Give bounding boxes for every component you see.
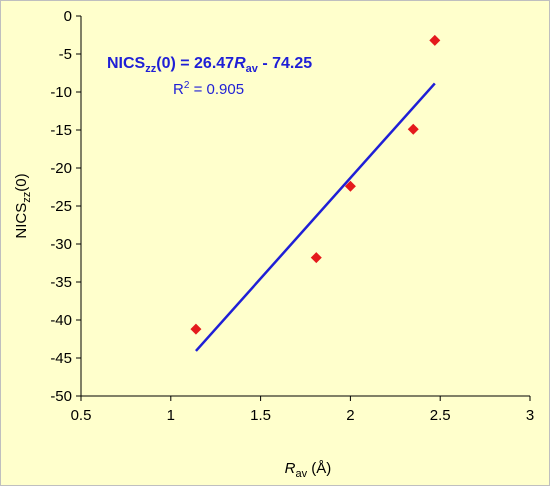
x-tick-label: 0.5 [71,407,92,424]
x-axis-title: Rav (Å) [285,460,332,480]
data-point [310,252,322,264]
r-squared-label: R2 = 0.905 [173,80,244,98]
y-tick-label: -40 [50,312,72,329]
trendline [195,82,436,352]
y-tick-label: -45 [50,350,72,367]
plot-area: 0 -5 -10 -15 -20 -25 -30 -35 -40 -45 -50 0.5 1 1.5 2 2… [50,8,534,424]
y-tick-label: -30 [50,236,72,253]
x-tick-label: 1 [167,407,175,424]
x-tick-label: 1.5 [250,407,271,424]
x-axis-ticks: 0.5 1 1.5 2 2.5 3 [71,396,534,424]
y-axis-title: NICSzz(0) [13,173,33,238]
regression-equation: NICSzz(0) = 26.47Rav - 74.25 [107,55,312,75]
y-tick-label: -35 [50,274,72,291]
plot-background [81,16,530,396]
y-tick-label: -5 [59,46,72,63]
y-tick-label: -25 [50,198,72,215]
y-tick-label: -50 [50,388,72,405]
data-point [407,123,419,135]
data-point [344,180,356,192]
y-tick-label: -15 [50,122,72,139]
y-tick-label: 0 [64,8,72,25]
y-tick-label: -20 [50,160,72,177]
x-tick-label: 2.5 [430,407,451,424]
data-point [190,323,202,335]
y-tick-label: -10 [50,84,72,101]
data-points [190,34,441,335]
x-tick-label: 3 [526,407,534,424]
y-axis-ticks: 0 -5 -10 -15 -20 -25 -30 -35 -40 -45 -50 [50,8,81,405]
data-point [429,34,441,46]
x-tick-label: 2 [346,407,354,424]
